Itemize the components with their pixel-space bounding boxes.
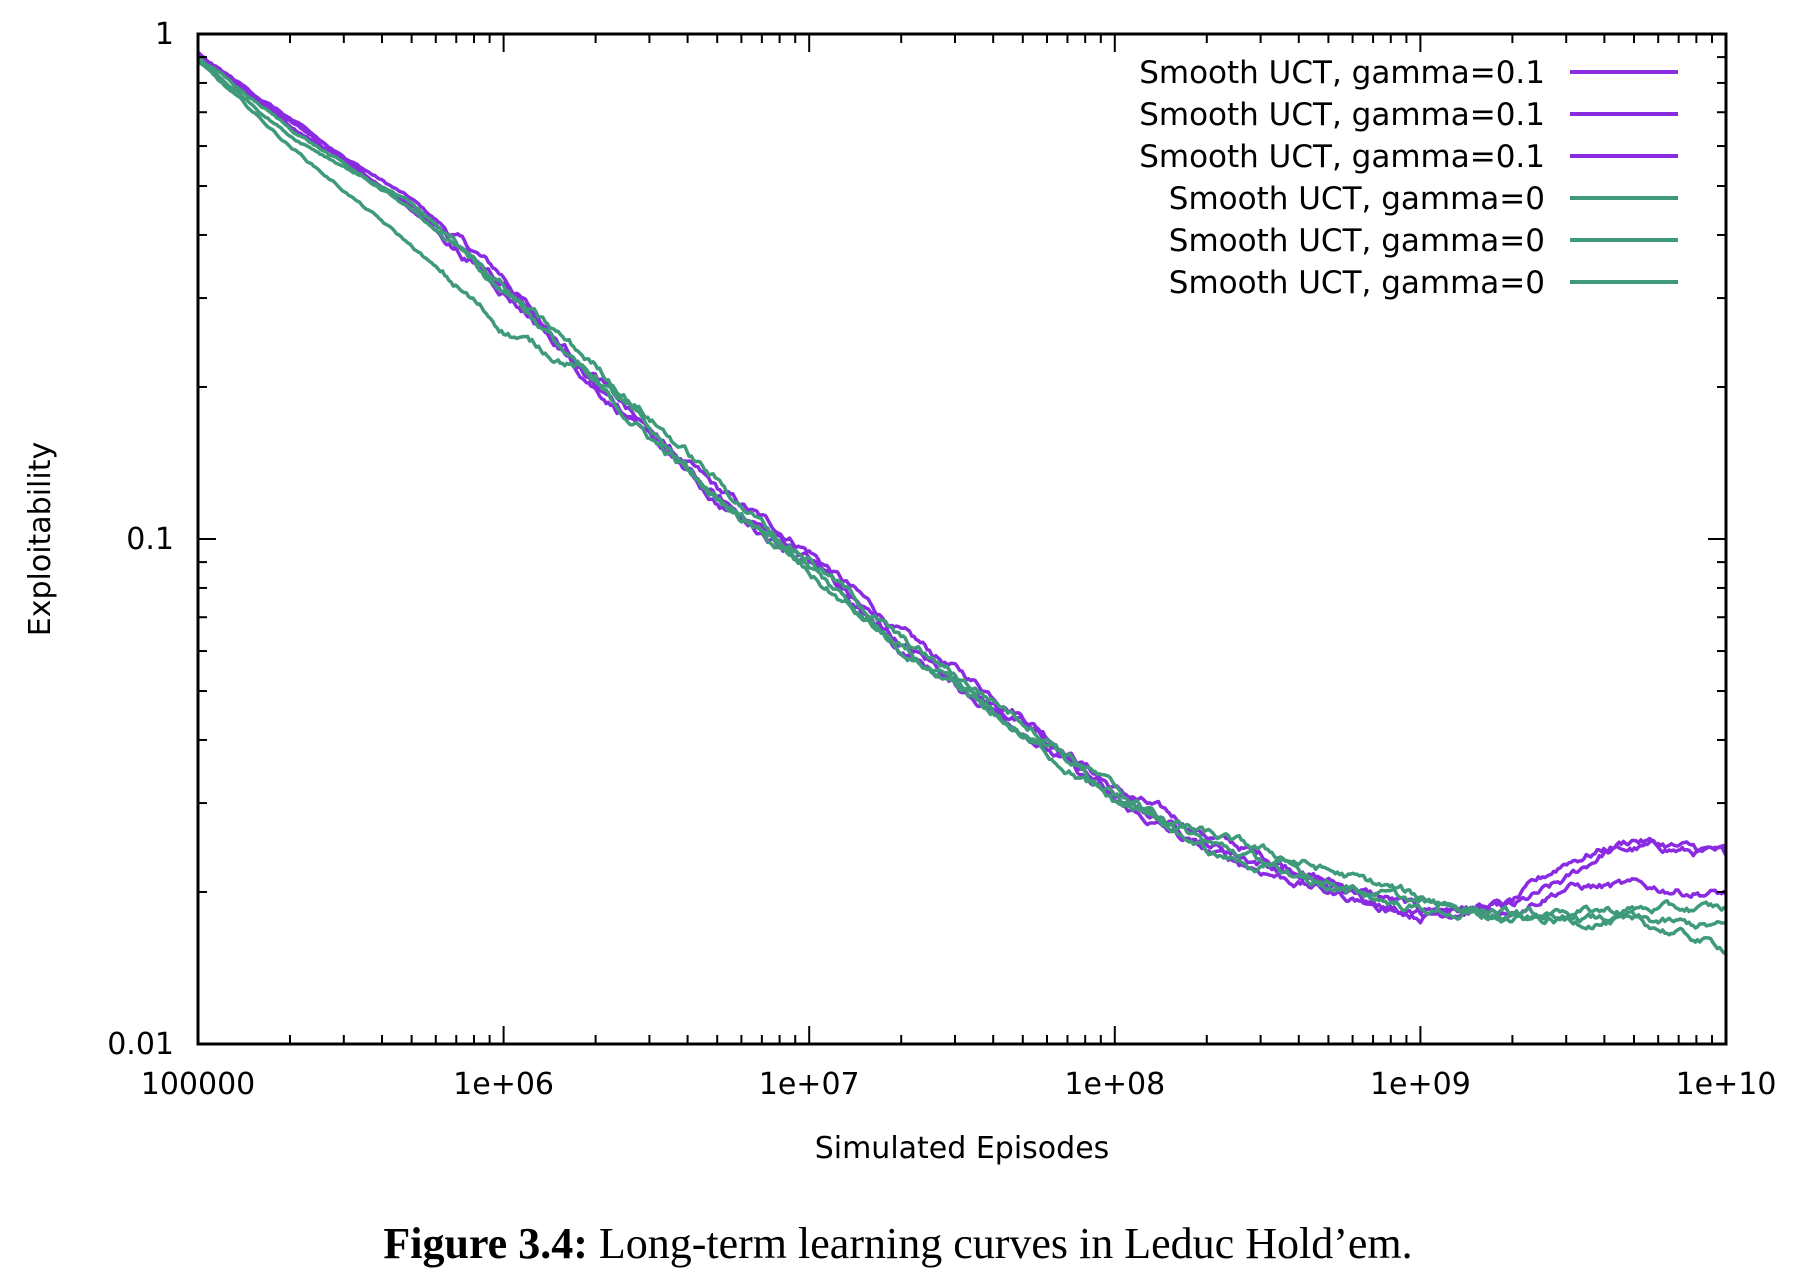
y-tick-label: 0.01 xyxy=(107,1027,174,1062)
figure-caption: Figure 3.4: Long-term learning curves in… xyxy=(0,1218,1796,1269)
x-tick-label: 1e+07 xyxy=(759,1067,860,1102)
x-tick-label: 1e+06 xyxy=(453,1067,554,1102)
caption-text: Long-term learning curves in Leduc Hold’… xyxy=(587,1219,1413,1268)
x-axis-title: Simulated Episodes xyxy=(815,1131,1110,1166)
legend-label: Smooth UCT, gamma=0 xyxy=(1169,223,1545,259)
y-tick-label: 0.1 xyxy=(126,522,174,557)
legend-label: Smooth UCT, gamma=0 xyxy=(1169,265,1545,301)
legend-label: Smooth UCT, gamma=0.1 xyxy=(1139,139,1545,175)
legend-label: Smooth UCT, gamma=0.1 xyxy=(1139,55,1545,91)
y-axis-title: Exploitability xyxy=(23,442,58,637)
x-tick-label: 1e+08 xyxy=(1064,1067,1165,1102)
plot-frame xyxy=(196,32,1728,1046)
series-line xyxy=(197,56,1727,922)
legend: Smooth UCT, gamma=0.1 Smooth UCT, gamma=0… xyxy=(1139,55,1678,301)
y-tick-label: 1 xyxy=(155,17,174,52)
series-layer xyxy=(196,50,1728,955)
tick-labels: 100000 1e+06 1e+07 1e+08 1e+09 1e+10 0.01 0.1 1 xyxy=(107,17,1776,1102)
caption-label: Figure 3.4: xyxy=(383,1219,588,1268)
legend-label: Smooth UCT, gamma=0 xyxy=(1169,181,1545,217)
legend-label: Smooth UCT, gamma=0.1 xyxy=(1139,97,1545,133)
x-tick-label: 1e+10 xyxy=(1676,1067,1777,1102)
x-tick-label: 100000 xyxy=(141,1067,256,1102)
series-line xyxy=(196,58,1727,955)
x-tick-label: 1e+09 xyxy=(1370,1067,1471,1102)
